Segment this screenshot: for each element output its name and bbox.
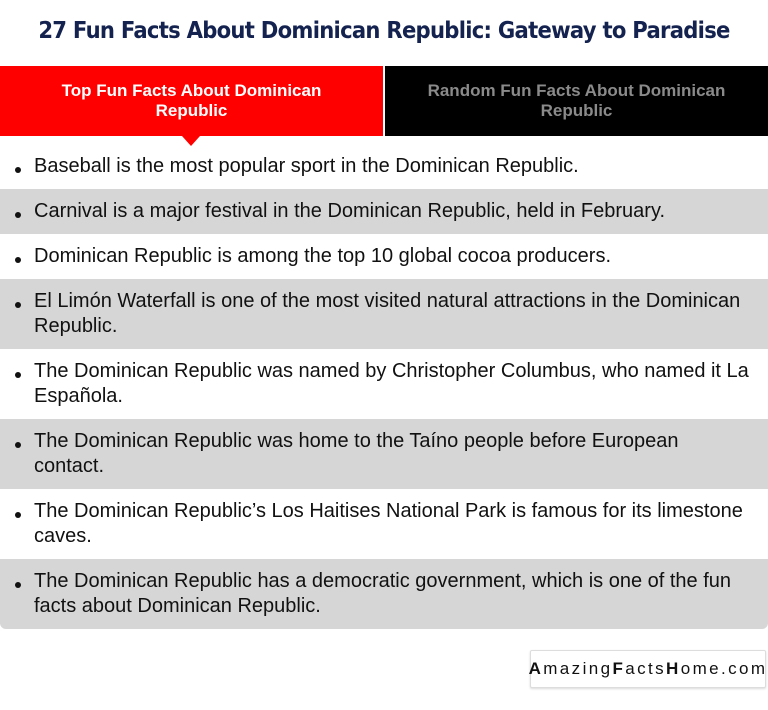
list-item: Carnival is a major festival in the Domi… [0,189,768,234]
list-item: The Dominican Republic was home to the T… [0,419,768,489]
list-item: The Dominican Republic has a democratic … [0,559,768,629]
list-item: The Dominican Republic’s Los Haitises Na… [0,489,768,559]
tab-random-fun-facts[interactable]: Random Fun Facts About Dominican Republi… [385,66,768,136]
tab-top-fun-facts[interactable]: Top Fun Facts About Dominican Republic [0,66,383,146]
tab-bar: Top Fun Facts About Dominican Republic R… [0,66,768,146]
page-title: 27 Fun Facts About Dominican Republic: G… [38,18,730,44]
watermark-logo: AmazingFactsHome.com [529,650,766,688]
list-item: Baseball is the most popular sport in th… [0,144,768,189]
facts-list: Baseball is the most popular sport in th… [0,144,768,629]
list-item: The Dominican Republic was named by Chri… [0,349,768,419]
list-item: Dominican Republic is among the top 10 g… [0,234,768,279]
list-item: El Limón Waterfall is one of the most vi… [0,279,768,349]
